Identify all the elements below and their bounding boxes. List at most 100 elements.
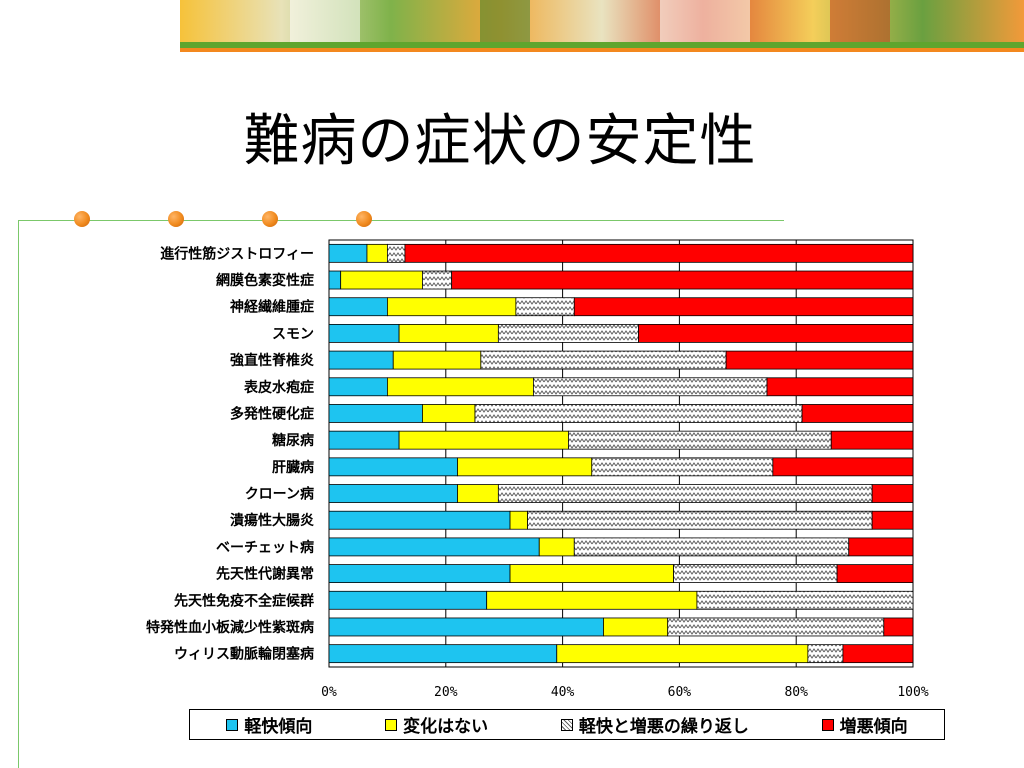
bar-segment-improving [328, 590, 488, 610]
horizontal-divider [18, 220, 784, 221]
bar-segment-unchanged [422, 404, 476, 423]
category-label: スモン [272, 326, 314, 342]
bullet-dot [356, 211, 372, 227]
bar-segment-fluctuating [527, 510, 873, 530]
bar-segment-fluctuating [533, 377, 768, 397]
category-label: 特発性血小板減少性紫斑病 [146, 619, 314, 636]
bar-segment-unchanged [392, 350, 482, 370]
bar-segment-unchanged [509, 510, 528, 530]
chart-x-tick-labels: 0% 20% 40% 60% 80% 100% [321, 685, 929, 700]
bar-segment-fluctuating [568, 430, 832, 450]
legend-swatch-fluctuating [560, 718, 573, 731]
bar-segment-fluctuating [474, 404, 803, 423]
bar-segment-unchanged [340, 270, 423, 290]
bar-segment-fluctuating [422, 270, 453, 290]
bar-segment-fluctuating [696, 590, 914, 610]
plot-frame [328, 239, 914, 668]
bar-segment-unchanged [398, 324, 499, 343]
bar-segment-worsening [830, 430, 914, 450]
chart-category-labels: 進行性筋ジストロフィー網膜色素変性症神経繊維腫症スモン強直性脊椎炎表皮水疱症多発… [146, 245, 314, 662]
bar-segment-fluctuating [497, 324, 639, 343]
legend-item-improving: 軽快傾向 [226, 712, 312, 737]
legend-swatch-worsening [821, 718, 834, 731]
bar-segment-worsening [766, 377, 914, 397]
bar-segment-improving [328, 644, 558, 664]
x-tick-label: 0% [321, 685, 337, 700]
x-tick-label: 60% [668, 685, 692, 700]
bar-segment-fluctuating [667, 617, 885, 637]
category-label: 多発性硬化症 [230, 405, 314, 422]
bar-segment-unchanged [457, 484, 499, 503]
bar-segment-worsening [725, 350, 914, 370]
bar-segment-worsening [772, 457, 914, 477]
bar-segment-improving [328, 377, 388, 397]
bar-segment-worsening [871, 510, 914, 530]
bar-segment-improving [328, 537, 540, 557]
bar-segment-worsening [801, 404, 914, 423]
bar-segment-unchanged [509, 564, 674, 583]
category-label: ベーチェット病 [216, 539, 314, 556]
bar-segment-unchanged [386, 297, 517, 317]
bar-segment-unchanged [398, 430, 569, 450]
category-label: 先天性免疫不全症候群 [174, 592, 314, 609]
x-tick-label: 80% [784, 685, 808, 700]
bar-segment-unchanged [603, 617, 669, 637]
banner-orange-rule [180, 48, 1024, 52]
bar-segment-improving [328, 243, 368, 263]
category-label: 進行性筋ジストロフィー [160, 245, 314, 262]
slide-title: 難病の症状の安定性 [243, 109, 757, 174]
bar-segment-unchanged [457, 457, 593, 477]
bullet-dot [168, 211, 184, 227]
bar-segment-fluctuating [480, 350, 727, 370]
bullet-dot [74, 211, 90, 227]
category-label: 網膜色素変性症 [216, 272, 314, 289]
bar-segment-fluctuating [673, 564, 838, 583]
bar-segment-fluctuating [497, 484, 873, 503]
bar-segment-improving [328, 324, 400, 343]
bar-segment-worsening [842, 644, 914, 664]
bar-segment-worsening [871, 484, 914, 503]
bar-segment-improving [328, 617, 604, 637]
bar-segment-worsening [573, 297, 914, 317]
bar-segment-improving [328, 270, 342, 290]
bar-segment-worsening [848, 537, 914, 557]
decorative-banner [180, 0, 1024, 42]
chart-bars [328, 243, 914, 664]
legend-label-fluctuating: 軽快と増悪の繰り返し [578, 717, 749, 737]
bar-segment-improving [328, 350, 394, 370]
bar-segment-improving [328, 457, 458, 477]
category-label: 糖尿病 [272, 432, 314, 449]
bar-segment-fluctuating [386, 243, 406, 263]
bar-segment-worsening [404, 243, 914, 263]
bar-segment-unchanged [386, 377, 534, 397]
category-label: 肝臓病 [272, 459, 314, 476]
legend-label-worsening: 増悪傾向 [839, 717, 908, 737]
x-tick-label: 20% [434, 685, 458, 700]
bullet-dot [262, 211, 278, 227]
category-label: 表皮水疱症 [243, 379, 314, 396]
vertical-divider [18, 220, 19, 768]
bar-segment-worsening [883, 617, 914, 637]
legend-swatch-improving [226, 718, 239, 731]
bar-segment-improving [328, 404, 423, 423]
category-label: 神経繊維腫症 [230, 299, 314, 316]
bar-segment-unchanged [538, 537, 575, 557]
bar-segment-worsening [451, 270, 914, 290]
bar-segment-fluctuating [807, 644, 844, 664]
chart-legend: 軽快傾向 変化はない 軽快と増悪の繰り返し 増悪傾向 [189, 709, 945, 740]
legend-label-unchanged: 変化はない [403, 717, 489, 737]
banner-green-rule [180, 42, 1024, 48]
bar-segment-unchanged [366, 243, 388, 263]
category-label: 先天性代謝異常 [216, 566, 314, 583]
bar-segment-improving [328, 430, 400, 450]
bar-segment-fluctuating [573, 537, 850, 557]
legend-item-worsening: 増悪傾向 [821, 712, 908, 737]
bar-segment-unchanged [486, 590, 698, 610]
bar-segment-improving [328, 484, 458, 503]
bar-segment-worsening [638, 324, 914, 343]
bar-segment-improving [328, 510, 511, 530]
x-tick-label: 40% [551, 685, 575, 700]
category-label: クローン病 [245, 486, 314, 503]
legend-label-improving: 軽快傾向 [244, 717, 313, 737]
legend-item-fluctuating: 軽快と増悪の繰り返し [560, 712, 749, 737]
